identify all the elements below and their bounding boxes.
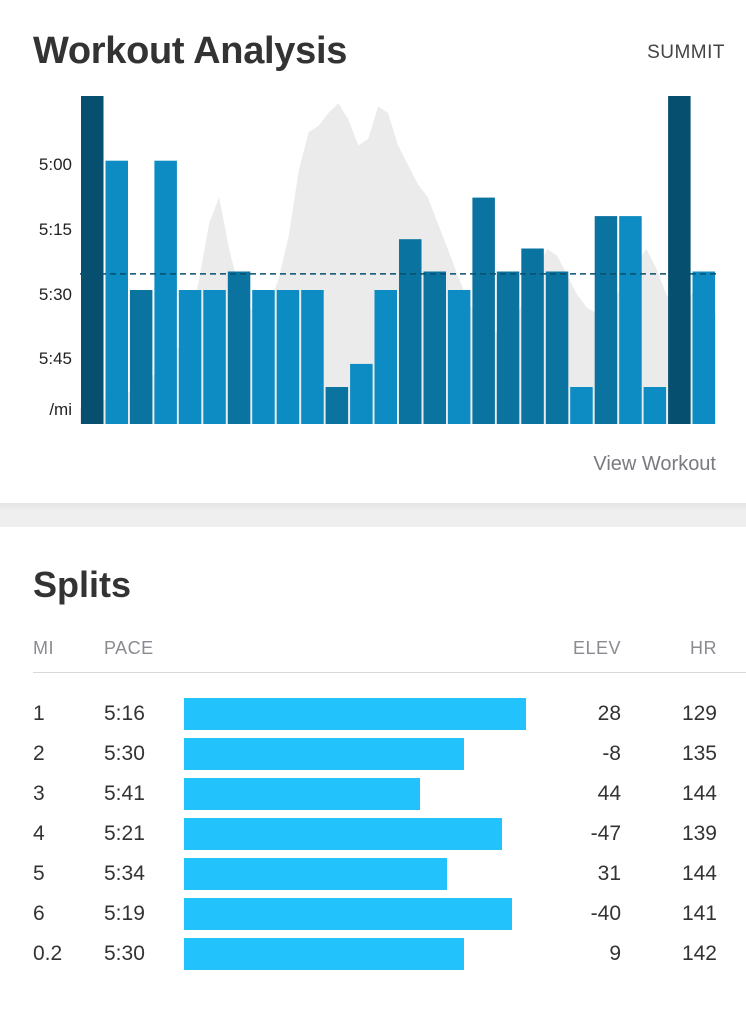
header-mi: MI (33, 638, 54, 658)
split-elev: -8 (602, 742, 621, 765)
pace-bar (178, 290, 202, 424)
pace-bar (545, 271, 569, 424)
split-pace: 5:30 (104, 942, 145, 965)
pace-bars (81, 96, 715, 424)
split-elev: 44 (597, 782, 621, 805)
pace-bar (350, 363, 373, 424)
split-row: 1 5:16 28 129 (0, 697, 746, 737)
pace-bar (570, 387, 593, 424)
pace-bar (619, 216, 642, 424)
split-row: 5 5:34 31 144 (0, 857, 746, 897)
split-hr: 142 (681, 942, 717, 965)
workout-analysis-card: Workout Analysis SUMMIT 5:00 5:15 5:30 5… (0, 0, 746, 503)
split-pace: 5:21 (104, 822, 145, 845)
pace-bar (325, 387, 349, 424)
split-pace: 5:34 (104, 862, 145, 885)
split-elev: -47 (590, 822, 621, 845)
pace-bar (154, 160, 177, 424)
split-mile: 3 (33, 782, 45, 805)
split-mile: 1 (33, 702, 45, 725)
summit-button[interactable]: SUMMIT (647, 42, 725, 63)
split-row: 0.2 5:30 9 142 (0, 937, 746, 977)
pace-bar (423, 271, 446, 424)
view-workout-link[interactable]: View Workout (593, 453, 716, 475)
split-hr: 139 (681, 822, 717, 845)
pace-bar (496, 271, 520, 424)
split-row: 6 5:19 -40 141 (0, 897, 746, 937)
y-tick-label: 5:45 (38, 349, 72, 368)
split-pace-bar (184, 898, 512, 930)
split-hr: 135 (681, 742, 717, 765)
pace-bar (374, 290, 397, 424)
pace-bar (227, 271, 251, 424)
split-mile: 2 (33, 742, 45, 765)
split-mile: 5 (33, 862, 45, 885)
pace-bar (668, 96, 691, 424)
split-pace: 5:16 (104, 702, 145, 725)
split-pace-bar (184, 698, 526, 730)
pace-bar (594, 216, 618, 424)
split-pace-bar (184, 738, 464, 770)
pace-bar (447, 290, 471, 424)
split-hr: 144 (681, 862, 717, 885)
pace-bar (252, 290, 275, 424)
split-pace-bar (184, 938, 464, 970)
split-row: 2 5:30 -8 135 (0, 737, 746, 777)
pace-bar (521, 248, 544, 424)
pace-bar (643, 387, 667, 424)
split-pace: 5:41 (104, 782, 145, 805)
workout-analysis-title: Workout Analysis (33, 30, 348, 72)
split-elev: -40 (590, 902, 621, 925)
header-pace: PACE (104, 638, 154, 658)
split-hr: 141 (681, 902, 717, 925)
split-elev: 31 (597, 862, 621, 885)
split-pace-bar (184, 858, 447, 890)
pace-bar (399, 239, 422, 424)
y-tick-label: 5:30 (38, 285, 72, 304)
split-pace: 5:19 (104, 902, 145, 925)
header-divider (33, 672, 746, 673)
header-hr: HR (690, 638, 717, 658)
pace-bar (472, 197, 495, 424)
split-row: 3 5:41 44 144 (0, 777, 746, 817)
header-elev: ELEV (572, 638, 621, 658)
y-tick-label: 5:15 (38, 220, 72, 239)
split-mile: 6 (33, 902, 45, 925)
pace-bar (203, 290, 226, 424)
y-unit-label: /mi (49, 400, 72, 419)
split-pace: 5:30 (104, 742, 145, 765)
pace-bar (129, 290, 153, 424)
split-row: 4 5:21 -47 139 (0, 817, 746, 857)
splits-title: Splits (33, 564, 132, 605)
split-mile: 0.2 (33, 942, 63, 965)
split-hr: 129 (681, 702, 717, 725)
y-tick-label: 5:00 (38, 155, 72, 174)
split-pace-bar (184, 778, 420, 810)
splits-card (0, 527, 746, 1016)
pace-bar (81, 96, 104, 424)
split-elev: 9 (609, 942, 621, 965)
pace-bar (692, 271, 715, 424)
pace-bar (301, 290, 324, 424)
pace-bar (105, 160, 128, 424)
pace-bar (276, 290, 300, 424)
pace-chart[interactable] (80, 96, 716, 424)
split-pace-bar (184, 818, 502, 850)
section-divider (0, 503, 746, 527)
split-hr: 144 (681, 782, 717, 805)
split-mile: 4 (33, 822, 45, 845)
split-elev: 28 (597, 702, 621, 725)
